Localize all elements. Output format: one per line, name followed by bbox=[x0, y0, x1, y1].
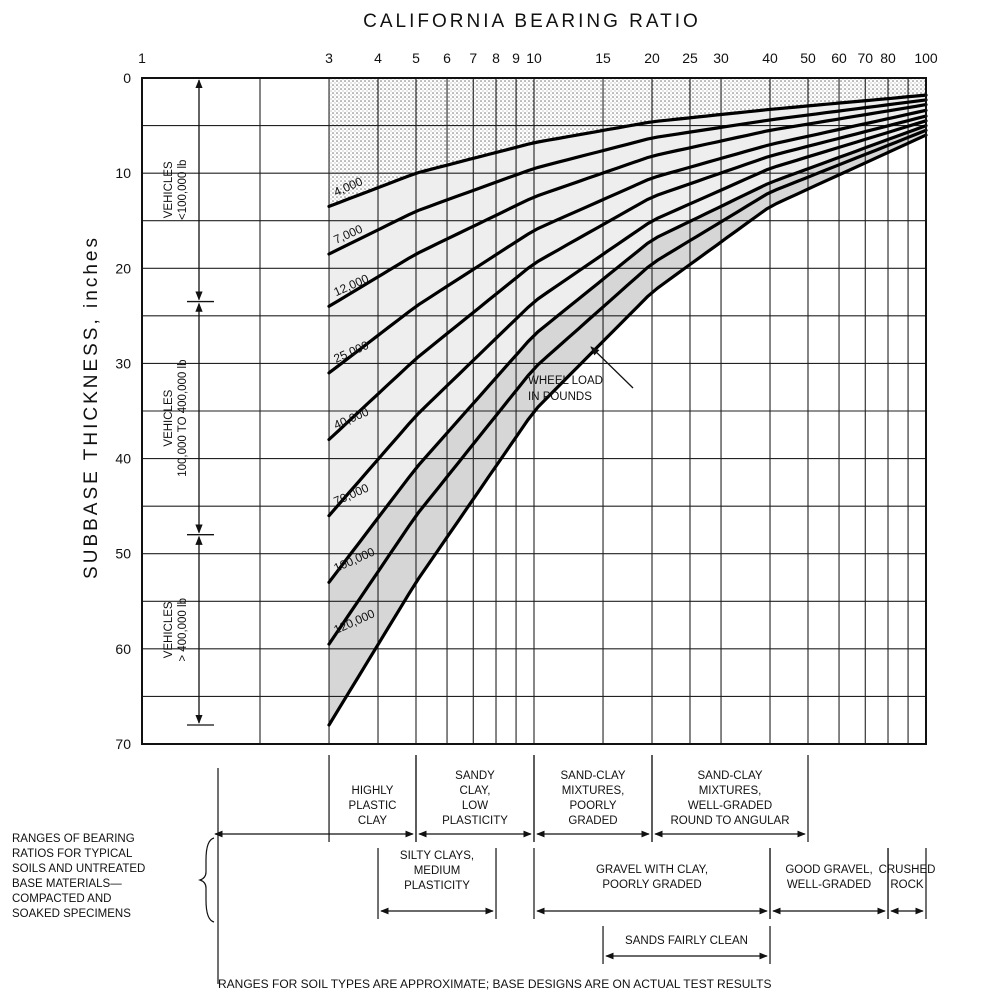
x-tick-label: 8 bbox=[492, 50, 500, 66]
series-line-3 bbox=[327, 108, 928, 375]
x-tick-label: 25 bbox=[682, 50, 698, 66]
chart-title: CALIFORNIA BEARING RATIO bbox=[363, 11, 701, 32]
y-tick-label: 40 bbox=[115, 451, 131, 467]
soil-range-label-2: MIXTURES, bbox=[562, 785, 625, 797]
x-tick-label: 70 bbox=[857, 50, 873, 66]
y-tick-label: 60 bbox=[115, 641, 131, 657]
soil-side-label-line: SOAKED SPECIMENS bbox=[12, 908, 131, 920]
x-tick-label: 20 bbox=[644, 50, 660, 66]
soil-range-label-3: WELL-GRADED bbox=[688, 800, 772, 812]
annotation-arrow bbox=[590, 346, 634, 389]
soil-range-label-2: GRADED bbox=[568, 815, 617, 827]
soil-range-label-0: HIGHLY bbox=[352, 785, 394, 797]
series-line-5 bbox=[327, 119, 928, 518]
wheel-load-annotation: WHEEL LOAD IN POUNDS bbox=[528, 346, 634, 403]
x-tick-labels: 1 3 4 5 6 7 8 9 10 15 20 25 30 40 50 60 70 80 100 bbox=[138, 50, 938, 66]
soil-range-label-2: POORLY bbox=[569, 800, 616, 812]
plot-frame bbox=[141, 77, 927, 745]
soil-range-label-1: PLASTICITY bbox=[442, 815, 508, 827]
y-tick-label: 20 bbox=[115, 260, 131, 276]
grid bbox=[142, 78, 926, 744]
curves bbox=[327, 93, 928, 727]
soil-range-label-5: GRAVEL WITH CLAY, bbox=[596, 864, 708, 876]
x-tick-label: 7 bbox=[469, 50, 477, 66]
series-line-6 bbox=[327, 124, 928, 584]
vehicle-band-label: 100,000 TO 400,000 lb bbox=[177, 360, 189, 477]
soil-range-label-4: PLASTICITY bbox=[404, 880, 470, 892]
soil-range-label-7: CRUSHED bbox=[879, 864, 936, 876]
annotation-text: WHEEL LOAD bbox=[528, 375, 603, 387]
series-line-2 bbox=[327, 103, 928, 308]
soil-range-label-7: ROCK bbox=[890, 879, 924, 891]
vehicle-band-label: VEHICLES bbox=[163, 161, 175, 218]
x-tick-label: 40 bbox=[762, 50, 778, 66]
y-tick-label: 10 bbox=[115, 165, 131, 181]
vehicle-band-label: <100,000 lb bbox=[177, 160, 189, 220]
soil-side-label-line: SOILS AND UNTREATED bbox=[12, 863, 145, 875]
y-tick-label: 30 bbox=[115, 355, 131, 371]
upper-shaded-area bbox=[329, 78, 926, 207]
soil-range-label-4: MEDIUM bbox=[414, 865, 461, 877]
series-line-8 bbox=[327, 133, 928, 727]
x-tick-label: 3 bbox=[325, 50, 333, 66]
y-tick-label: 50 bbox=[115, 546, 131, 562]
soil-range-label-6: WELL-GRADED bbox=[787, 879, 871, 891]
soil-range-label-4: SILTY CLAYS, bbox=[400, 850, 474, 862]
x-tick-label: 4 bbox=[374, 50, 382, 66]
series-line-7 bbox=[327, 128, 928, 646]
soil-side-label-line: COMPACTED AND bbox=[12, 893, 111, 905]
y-tick-label: 70 bbox=[115, 736, 131, 752]
soil-range-label-2: SAND-CLAY bbox=[561, 770, 626, 782]
soil-range-label-5: POORLY GRADED bbox=[602, 879, 701, 891]
y-tick-labels: 0 10 20 30 40 50 60 70 bbox=[115, 70, 131, 752]
soil-side-label-line: BASE MATERIALS— bbox=[12, 878, 122, 890]
x-tick-label: 80 bbox=[880, 50, 896, 66]
shaded-regions bbox=[329, 78, 926, 726]
soil-brace bbox=[198, 837, 215, 923]
series-line-0 bbox=[327, 93, 928, 208]
x-tick-label: 100 bbox=[914, 50, 938, 66]
x-tick-label: 30 bbox=[713, 50, 729, 66]
vehicle-band-label: > 400,000 lb bbox=[177, 598, 189, 662]
y-tick-label: 0 bbox=[123, 70, 131, 86]
soil-range-label-6: GOOD GRAVEL, bbox=[785, 864, 872, 876]
soil-range-label-1: CLAY, bbox=[460, 785, 491, 797]
soil-range-label-1: LOW bbox=[462, 800, 488, 812]
middle-shaded-area bbox=[329, 95, 926, 583]
x-tick-label: 5 bbox=[412, 50, 420, 66]
footnote: RANGES FOR SOIL TYPES ARE APPROXIMATE; B… bbox=[218, 977, 772, 991]
x-tick-label: 15 bbox=[595, 50, 611, 66]
x-tick-label: 10 bbox=[526, 50, 542, 66]
x-tick-label: 1 bbox=[138, 50, 146, 66]
x-tick-label: 6 bbox=[443, 50, 451, 66]
soil-range-label-3: ROUND TO ANGULAR bbox=[670, 815, 789, 827]
soil-side-label-line: RATIOS FOR TYPICAL bbox=[12, 848, 133, 860]
soil-range-label-3: MIXTURES, bbox=[699, 785, 762, 797]
soil-range-label-3: SAND-CLAY bbox=[698, 770, 763, 782]
soil-range-label-8: SANDS FAIRLY CLEAN bbox=[625, 935, 748, 947]
soil-range-label-0: CLAY bbox=[358, 815, 388, 827]
x-tick-label: 9 bbox=[512, 50, 520, 66]
soil-range-label-0: PLASTIC bbox=[349, 800, 397, 812]
vehicle-band-label: VEHICLES bbox=[163, 389, 175, 446]
x-tick-label: 50 bbox=[800, 50, 816, 66]
soil-ranges: HIGHLY PLASTIC CLAY SANDY CLAY, LOW PLASTICITY… bbox=[214, 755, 936, 984]
soil-side-label-line: RANGES OF BEARING bbox=[12, 833, 135, 845]
vehicle-band-label: VEHICLES bbox=[163, 601, 175, 658]
annotation-text: IN POUNDS bbox=[528, 391, 592, 403]
series-line-1 bbox=[327, 98, 928, 256]
series-line-4 bbox=[327, 114, 928, 442]
soil-ranges-label: RANGES OF BEARING RATIOS FOR TYPICAL SOILS… bbox=[12, 833, 215, 923]
y-axis-label: SUBBASE THICKNESS, inches bbox=[81, 235, 102, 579]
soil-range-label-1: SANDY bbox=[455, 770, 495, 782]
x-tick-label: 60 bbox=[831, 50, 847, 66]
